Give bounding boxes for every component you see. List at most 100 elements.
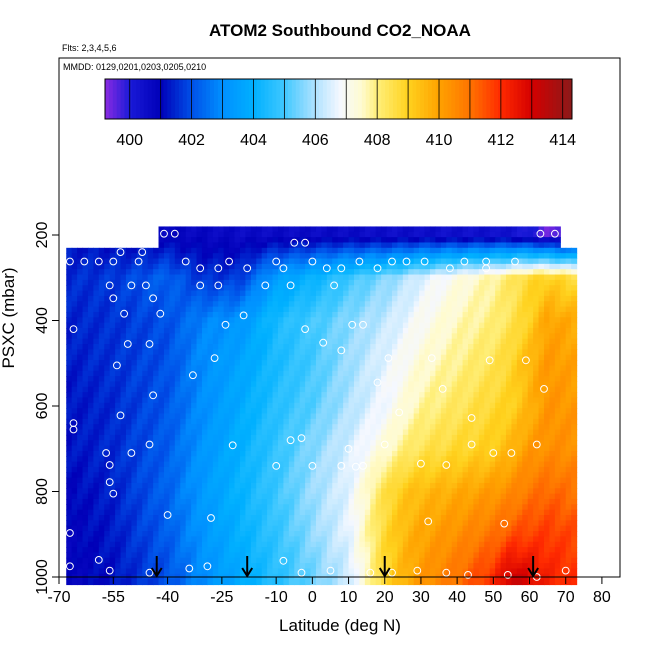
heatmap-cell bbox=[457, 333, 464, 340]
heatmap-cell bbox=[315, 413, 322, 420]
heatmap-cell bbox=[353, 253, 361, 260]
heatmap-cell bbox=[104, 360, 111, 366]
heatmap-cell bbox=[516, 279, 523, 286]
heatmap-cell bbox=[250, 461, 257, 468]
heatmap-cell bbox=[288, 504, 295, 511]
heatmap-cell bbox=[565, 509, 572, 516]
heatmap-cell bbox=[386, 397, 393, 404]
heatmap-cell bbox=[543, 338, 551, 345]
heatmap-cell bbox=[348, 386, 355, 393]
heatmap-cell bbox=[408, 322, 415, 329]
heatmap-cell bbox=[560, 413, 567, 420]
heatmap-cell bbox=[98, 349, 105, 356]
heatmap-cell bbox=[495, 344, 502, 350]
heatmap-cell bbox=[180, 498, 187, 505]
heatmap-cell bbox=[120, 365, 127, 372]
heatmap-cell bbox=[435, 504, 442, 511]
heatmap-cell bbox=[533, 466, 540, 473]
heatmap-cell bbox=[234, 381, 241, 388]
heatmap-cell bbox=[386, 274, 393, 281]
heatmap-cell bbox=[413, 269, 420, 276]
heatmap-cell bbox=[66, 370, 73, 377]
heatmap-cell bbox=[364, 466, 371, 473]
heatmap-cell bbox=[66, 418, 73, 425]
heatmap-cell bbox=[484, 424, 491, 431]
heatmap-cell bbox=[500, 301, 507, 308]
heatmap-cell bbox=[77, 338, 84, 345]
heatmap-cell bbox=[191, 338, 198, 345]
heatmap-cell bbox=[462, 354, 469, 361]
heatmap-cell bbox=[125, 354, 132, 361]
heatmap-cell bbox=[375, 456, 382, 463]
heatmap-cell bbox=[413, 493, 420, 500]
heatmap-cell bbox=[191, 472, 198, 479]
heatmap-cell bbox=[440, 253, 447, 260]
heatmap-cell bbox=[207, 317, 214, 324]
heatmap-cell bbox=[495, 301, 502, 308]
heatmap-cell bbox=[315, 445, 322, 452]
heatmap-cell bbox=[343, 317, 350, 324]
heatmap-cell bbox=[229, 354, 236, 361]
heatmap-cell bbox=[158, 327, 165, 334]
heatmap-cell bbox=[337, 327, 344, 334]
heatmap-cell bbox=[294, 344, 301, 350]
heatmap-cell bbox=[359, 477, 366, 484]
heatmap-cell bbox=[440, 392, 447, 399]
heatmap-cell bbox=[413, 338, 420, 345]
heatmap-cell bbox=[82, 429, 89, 436]
heatmap-cell bbox=[218, 392, 225, 399]
heatmap-cell bbox=[364, 295, 371, 302]
heatmap-cell bbox=[77, 258, 84, 265]
heatmap-cell bbox=[196, 279, 203, 286]
heatmap-cell bbox=[375, 445, 382, 452]
heatmap-cell bbox=[554, 504, 561, 511]
heatmap-cell bbox=[424, 290, 431, 297]
heatmap-cell bbox=[527, 253, 534, 260]
heatmap-cell bbox=[424, 274, 431, 281]
heatmap-cell bbox=[169, 231, 176, 238]
heatmap-cell bbox=[386, 381, 393, 388]
heatmap-cell bbox=[353, 290, 361, 297]
heatmap-cell bbox=[505, 413, 513, 420]
heatmap-cell bbox=[533, 392, 540, 399]
heatmap-cell bbox=[370, 424, 377, 431]
heatmap-cell bbox=[66, 488, 73, 495]
heatmap-cell bbox=[294, 440, 301, 447]
heatmap-cell bbox=[435, 301, 442, 308]
heatmap-cell bbox=[549, 477, 556, 484]
heatmap-cell bbox=[283, 408, 290, 415]
heatmap-cell bbox=[267, 477, 274, 484]
heatmap-cell bbox=[397, 429, 404, 436]
heatmap-cell bbox=[353, 445, 361, 452]
heatmap-cell bbox=[397, 402, 404, 409]
heatmap-cell bbox=[370, 349, 377, 356]
heatmap-cell bbox=[185, 397, 192, 404]
heatmap-cell bbox=[516, 274, 523, 281]
heatmap-cell bbox=[353, 301, 361, 308]
heatmap-cell bbox=[500, 274, 507, 281]
heatmap-cell bbox=[250, 402, 257, 409]
heatmap-cell bbox=[277, 376, 284, 383]
heatmap-cell bbox=[98, 381, 105, 388]
heatmap-cell bbox=[429, 413, 437, 420]
heatmap-cell bbox=[484, 301, 491, 308]
heatmap-cell bbox=[185, 247, 192, 254]
heatmap-cell bbox=[571, 488, 578, 495]
heatmap-cell bbox=[326, 477, 333, 484]
heatmap-cell bbox=[549, 408, 556, 415]
heatmap-cell bbox=[185, 290, 192, 297]
heatmap-cell bbox=[381, 338, 388, 345]
heatmap-cell bbox=[142, 392, 149, 399]
heatmap-cell bbox=[142, 269, 149, 276]
heatmap-cell bbox=[554, 509, 561, 516]
heatmap-cell bbox=[120, 279, 127, 286]
heatmap-cell bbox=[267, 242, 274, 249]
heatmap-cell bbox=[120, 498, 127, 505]
heatmap-cell bbox=[169, 392, 176, 399]
heatmap-cell bbox=[310, 397, 317, 404]
heatmap-cell bbox=[125, 413, 132, 420]
heatmap-cell bbox=[82, 354, 89, 361]
heatmap-cell bbox=[163, 311, 170, 318]
heatmap-cell bbox=[364, 413, 371, 420]
heatmap-cell bbox=[163, 327, 170, 334]
